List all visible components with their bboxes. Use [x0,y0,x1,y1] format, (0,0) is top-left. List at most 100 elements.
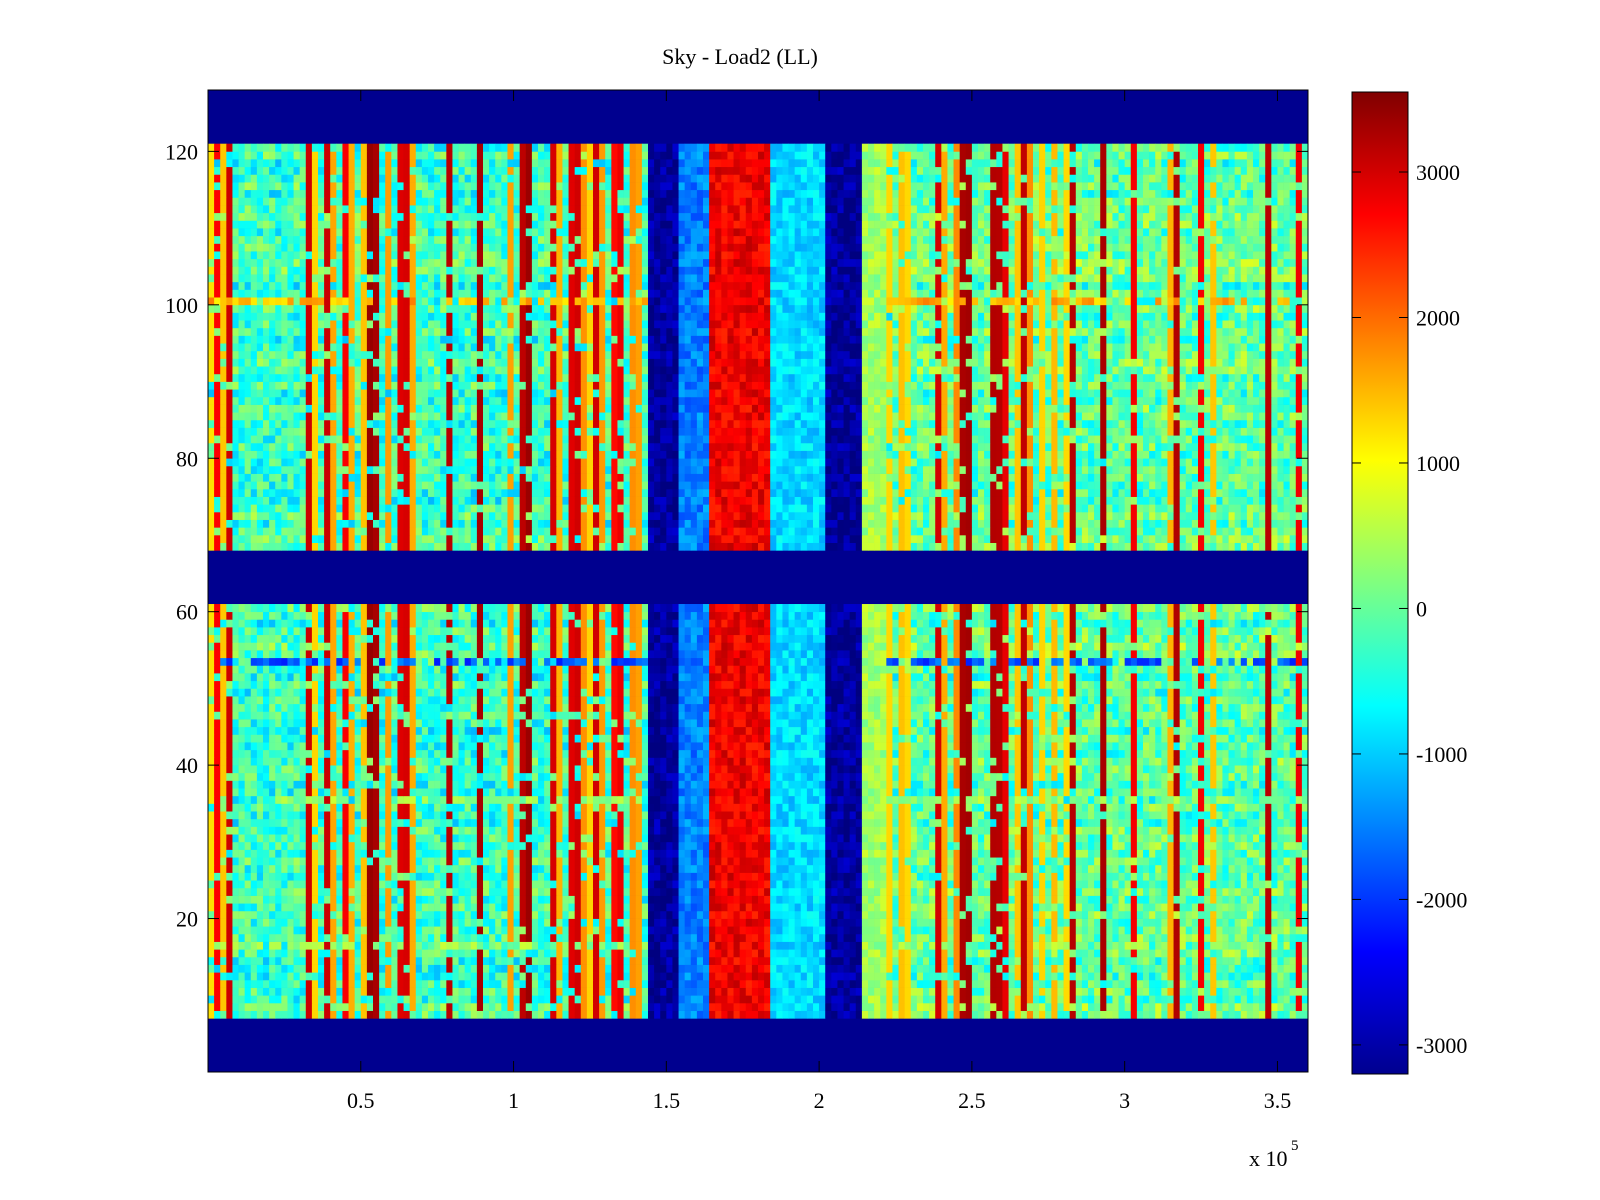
heatmap-cell [1301,818,1309,827]
heatmap-cell [415,811,423,820]
heatmap-cell [996,910,1003,919]
heatmap-cell [318,1010,325,1019]
heatmap-cell [617,818,624,827]
heatmap-cell [629,826,637,835]
heatmap-cell [758,995,765,1004]
heatmap-cell [434,987,441,996]
heatmap-cell [1112,972,1119,981]
heatmap-cell [605,910,612,919]
heatmap-cell [1088,964,1095,973]
heatmap-cell [1112,903,1119,912]
heatmap-cell [703,949,710,958]
heatmap-cell [250,1002,258,1011]
heatmap-cell [1185,918,1193,927]
heatmap-cell [1143,964,1150,973]
heatmap-cell [1026,933,1034,942]
heatmap-cell [397,910,404,919]
heatmap-cell [1277,811,1284,820]
heatmap-cell [354,910,362,919]
heatmap-cell [1155,933,1162,942]
heatmap-cell [941,903,948,912]
heatmap-cell [1045,849,1052,858]
heatmap-cell [293,903,301,912]
heatmap-cell [1002,803,1009,812]
heatmap-cell [696,887,704,896]
heatmap-cell [1198,880,1205,889]
heatmap-cell [568,964,576,973]
heatmap-cell [1155,849,1162,858]
heatmap-cell [635,887,643,896]
heatmap-cell [287,864,294,873]
heatmap-cell [1002,964,1009,973]
heatmap-cell [342,895,349,904]
heatmap-cell [220,864,227,873]
heatmap-cell [580,941,588,950]
heatmap-cell [244,887,252,896]
heatmap-cell [782,811,789,820]
heatmap-cell [654,956,661,965]
heatmap-cell [464,818,472,827]
heatmap-cell [1173,895,1181,904]
heatmap-cell [868,811,875,820]
heatmap-cell [214,964,221,973]
heatmap-cell [244,841,252,850]
heatmap-cell [1277,972,1284,981]
heatmap-cell [794,803,802,812]
heatmap-cell [379,995,386,1004]
heatmap-cell [415,910,423,919]
heatmap-cell [379,933,386,942]
heatmap-cell [929,987,936,996]
heatmap-cell [269,803,276,812]
heatmap-cell [1210,964,1217,973]
heatmap-cell [1112,818,1119,827]
heatmap-cell [458,811,466,820]
heatmap-cell [1228,995,1236,1004]
heatmap-cell [593,926,600,935]
heatmap-cell [403,803,411,812]
heatmap-cell [916,818,924,827]
heatmap-cell [544,941,551,950]
heatmap-cell [868,995,875,1004]
heatmap-cell [813,949,820,958]
heatmap-cell [208,872,215,881]
heatmap-cell [690,880,698,889]
heatmap-cell [1283,910,1291,919]
heatmap-cell [1179,926,1187,935]
heatmap-cell [941,857,948,866]
heatmap-cell [1259,887,1266,896]
heatmap-cell [501,841,508,850]
heatmap-cell [1045,818,1052,827]
heatmap-cell [452,1010,459,1019]
heatmap-cell [1118,887,1126,896]
heatmap-cell [868,826,875,835]
heatmap-cell [953,918,961,927]
heatmap-cell [1295,857,1303,866]
heatmap-cell [703,1010,710,1019]
heatmap-cell [733,818,741,827]
heatmap-cell [660,849,667,858]
heatmap-cell [1179,864,1187,873]
heatmap-cell [641,933,649,942]
heatmap-cell [1253,987,1260,996]
heatmap-cell [397,895,404,904]
heatmap-cell [1210,811,1217,820]
heatmap-cell [996,956,1003,965]
heatmap-cell [574,895,582,904]
heatmap-cell [1301,864,1309,873]
heatmap-cell [880,910,887,919]
heatmap-cell [929,834,936,843]
heatmap-cell [1234,1010,1242,1019]
heatmap-cell [568,918,576,927]
heatmap-cell [220,933,227,942]
heatmap-cell [580,857,588,866]
heatmap-cell [1112,841,1119,850]
heatmap-cell [605,972,612,981]
heatmap-cell [978,849,985,858]
heatmap-cell [648,933,655,942]
heatmap-cell [733,803,741,812]
heatmap-cell [1210,1002,1217,1011]
heatmap-cell [1271,811,1278,820]
heatmap-cell [782,818,789,827]
heatmap-cell [1081,995,1089,1004]
heatmap-cell [721,841,728,850]
